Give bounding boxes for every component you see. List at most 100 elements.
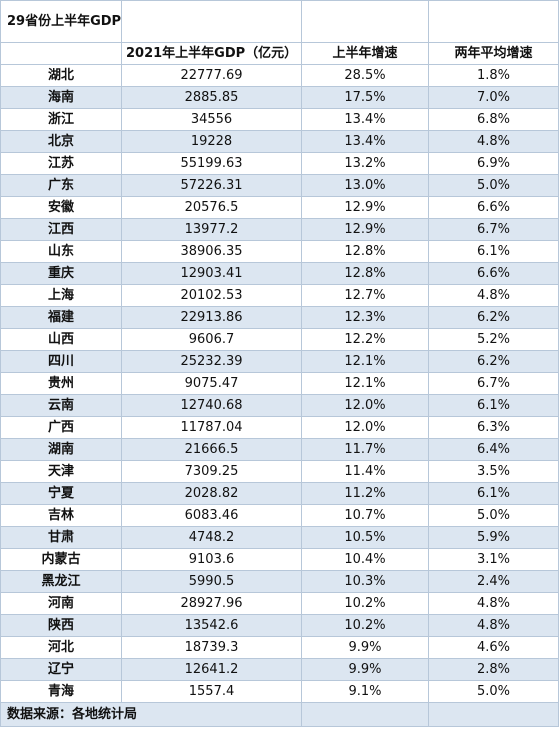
- province-cell: 云南: [0, 394, 122, 417]
- province-cell: 宁夏: [0, 482, 122, 505]
- province-cell: 北京: [0, 130, 122, 153]
- gdp-cell: 2028.82: [121, 482, 302, 505]
- avg-growth-cell: 6.6%: [428, 262, 559, 285]
- table-row: 海南 2885.85 17.5% 7.0%: [0, 86, 559, 109]
- province-cell: 吉林: [0, 504, 122, 527]
- avg-growth-cell: 5.9%: [428, 526, 559, 549]
- gdp-cell: 57226.31: [121, 174, 302, 197]
- gdp-cell: 13542.6: [121, 614, 302, 637]
- growth-cell: 9.1%: [301, 680, 429, 703]
- table-row: 河北 18739.3 9.9% 4.6%: [0, 636, 559, 659]
- table-row: 甘肃 4748.2 10.5% 5.9%: [0, 526, 559, 549]
- province-cell: 青海: [0, 680, 122, 703]
- avg-growth-cell: 6.1%: [428, 240, 559, 263]
- header-gdp: 2021年上半年GDP（亿元）: [121, 42, 302, 65]
- table-row: 广西 11787.04 12.0% 6.3%: [0, 416, 559, 439]
- avg-growth-cell: 4.8%: [428, 614, 559, 637]
- growth-cell: 12.8%: [301, 240, 429, 263]
- table-row: 陕西 13542.6 10.2% 4.8%: [0, 614, 559, 637]
- avg-growth-cell: 6.9%: [428, 152, 559, 175]
- province-cell: 山西: [0, 328, 122, 351]
- avg-growth-cell: 6.1%: [428, 482, 559, 505]
- growth-cell: 12.9%: [301, 218, 429, 241]
- growth-cell: 12.8%: [301, 262, 429, 285]
- gdp-cell: 25232.39: [121, 350, 302, 373]
- growth-cell: 10.2%: [301, 614, 429, 637]
- gdp-cell: 28927.96: [121, 592, 302, 615]
- table-row: 广东 57226.31 13.0% 5.0%: [0, 174, 559, 197]
- avg-growth-cell: 5.2%: [428, 328, 559, 351]
- table-row: 青海 1557.4 9.1% 5.0%: [0, 680, 559, 703]
- avg-growth-cell: 2.4%: [428, 570, 559, 593]
- gdp-cell: 20102.53: [121, 284, 302, 307]
- table-row: 内蒙古 9103.6 10.4% 3.1%: [0, 548, 559, 571]
- gdp-cell: 1557.4: [121, 680, 302, 703]
- avg-growth-cell: 6.4%: [428, 438, 559, 461]
- province-cell: 天津: [0, 460, 122, 483]
- gdp-cell: 9075.47: [121, 372, 302, 395]
- province-cell: 重庆: [0, 262, 122, 285]
- empty-cell: [121, 0, 302, 43]
- gdp-cell: 2885.85: [121, 86, 302, 109]
- table-row: 湖北 22777.69 28.5% 1.8%: [0, 64, 559, 87]
- avg-growth-cell: 6.8%: [428, 108, 559, 131]
- province-cell: 福建: [0, 306, 122, 329]
- table-row: 山东 38906.35 12.8% 6.1%: [0, 240, 559, 263]
- province-cell: 湖南: [0, 438, 122, 461]
- gdp-cell: 9606.7: [121, 328, 302, 351]
- growth-cell: 17.5%: [301, 86, 429, 109]
- growth-cell: 11.2%: [301, 482, 429, 505]
- growth-cell: 28.5%: [301, 64, 429, 87]
- gdp-cell: 20576.5: [121, 196, 302, 219]
- avg-growth-cell: 3.5%: [428, 460, 559, 483]
- table-title: 29省份上半年GDP: [0, 0, 122, 43]
- table-row: 四川 25232.39 12.1% 6.2%: [0, 350, 559, 373]
- table-row: 宁夏 2028.82 11.2% 6.1%: [0, 482, 559, 505]
- province-cell: 江西: [0, 218, 122, 241]
- gdp-cell: 12740.68: [121, 394, 302, 417]
- avg-growth-cell: 4.8%: [428, 130, 559, 153]
- growth-cell: 10.7%: [301, 504, 429, 527]
- province-cell: 海南: [0, 86, 122, 109]
- growth-cell: 12.3%: [301, 306, 429, 329]
- avg-growth-cell: 5.0%: [428, 174, 559, 197]
- province-cell: 河北: [0, 636, 122, 659]
- avg-growth-cell: 6.2%: [428, 350, 559, 373]
- growth-cell: 9.9%: [301, 636, 429, 659]
- growth-cell: 13.2%: [301, 152, 429, 175]
- province-cell: 广西: [0, 416, 122, 439]
- avg-growth-cell: 7.0%: [428, 86, 559, 109]
- growth-cell: 10.4%: [301, 548, 429, 571]
- gdp-cell: 21666.5: [121, 438, 302, 461]
- growth-cell: 11.4%: [301, 460, 429, 483]
- header-growth: 上半年增速: [301, 42, 429, 65]
- growth-cell: 13.0%: [301, 174, 429, 197]
- growth-cell: 10.2%: [301, 592, 429, 615]
- growth-cell: 13.4%: [301, 108, 429, 131]
- province-cell: 山东: [0, 240, 122, 263]
- province-cell: 浙江: [0, 108, 122, 131]
- avg-growth-cell: 5.0%: [428, 680, 559, 703]
- gdp-cell: 4748.2: [121, 526, 302, 549]
- province-cell: 四川: [0, 350, 122, 373]
- table-row: 河南 28927.96 10.2% 4.8%: [0, 592, 559, 615]
- table-body: 湖北 22777.69 28.5% 1.8% 海南 2885.85 17.5% 7.0% 浙江 3…: [0, 64, 559, 703]
- table-row: 辽宁 12641.2 9.9% 2.8%: [0, 658, 559, 681]
- gdp-cell: 22777.69: [121, 64, 302, 87]
- province-cell: 江苏: [0, 152, 122, 175]
- gdp-cell: 34556: [121, 108, 302, 131]
- growth-cell: 12.0%: [301, 416, 429, 439]
- province-cell: 上海: [0, 284, 122, 307]
- table-row: 江苏 55199.63 13.2% 6.9%: [0, 152, 559, 175]
- province-cell: 贵州: [0, 372, 122, 395]
- gdp-cell: 38906.35: [121, 240, 302, 263]
- gdp-cell: 11787.04: [121, 416, 302, 439]
- growth-cell: 13.4%: [301, 130, 429, 153]
- table-row: 天津 7309.25 11.4% 3.5%: [0, 460, 559, 483]
- empty-cell: [301, 702, 429, 727]
- avg-growth-cell: 6.3%: [428, 416, 559, 439]
- gdp-cell: 6083.46: [121, 504, 302, 527]
- empty-cell: [301, 0, 429, 43]
- avg-growth-cell: 6.6%: [428, 196, 559, 219]
- avg-growth-cell: 2.8%: [428, 658, 559, 681]
